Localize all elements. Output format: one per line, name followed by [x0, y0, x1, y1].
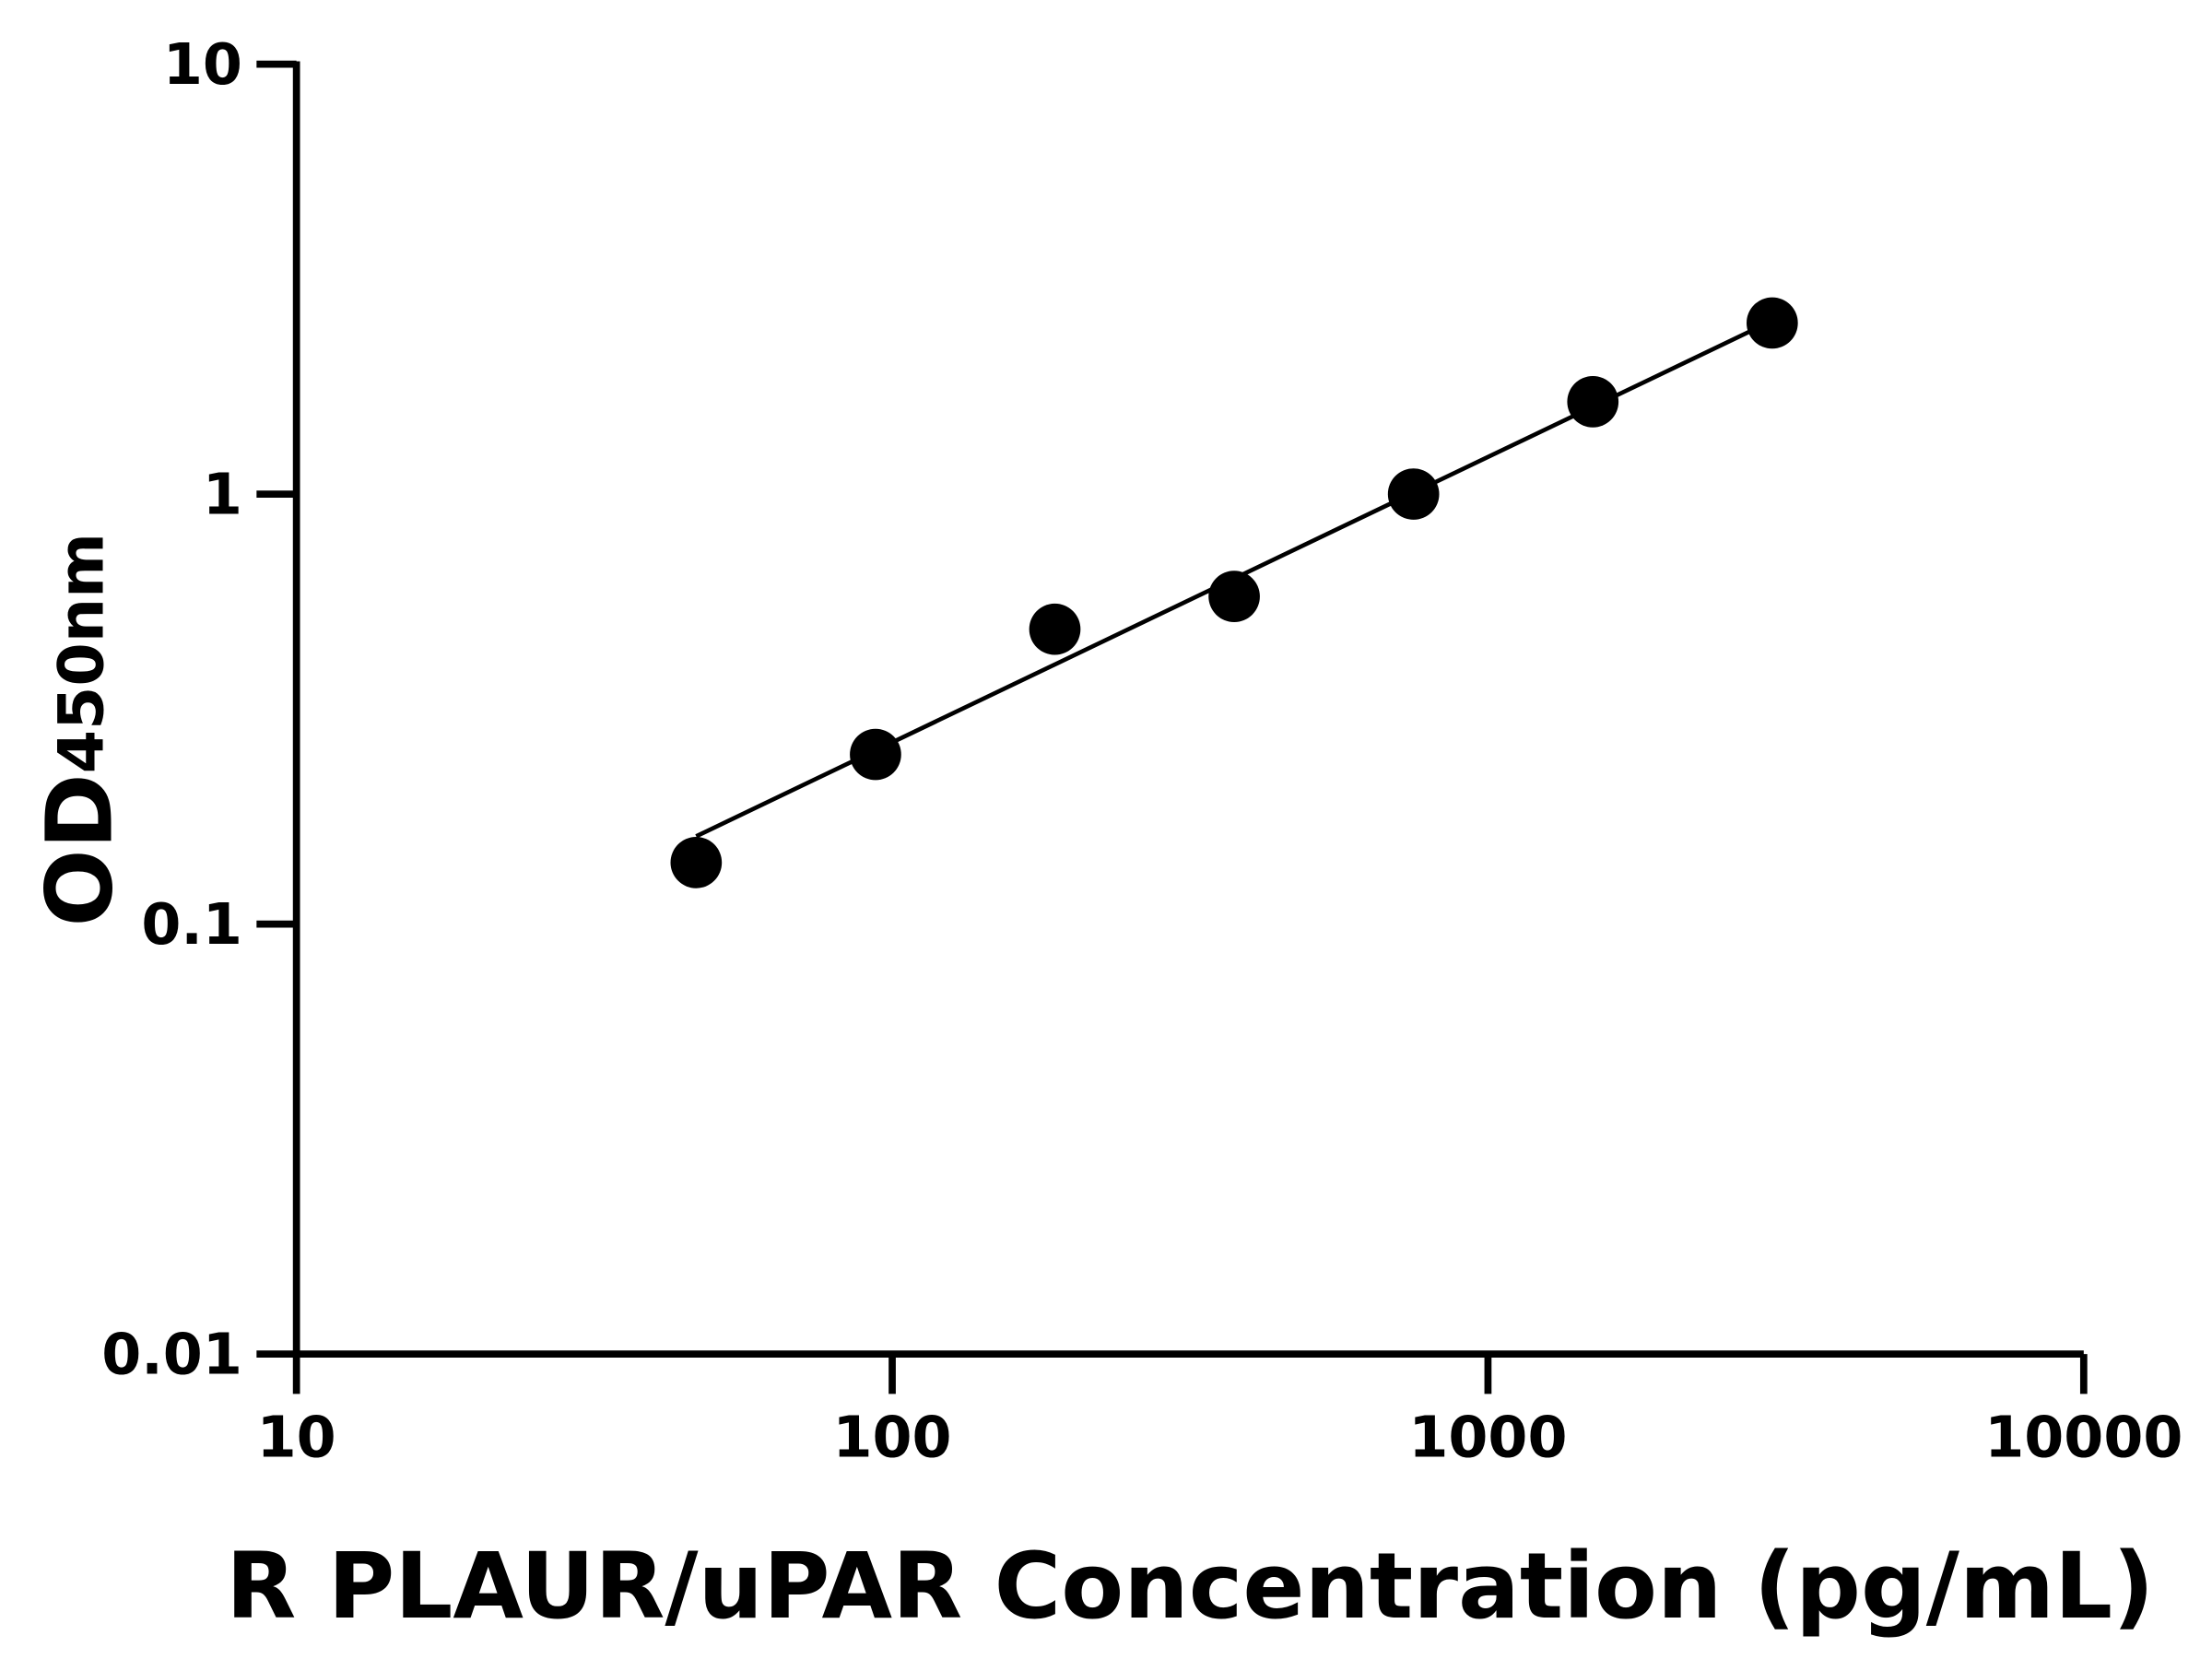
data-point [850, 728, 901, 781]
y-tick-label: 0.1 [141, 891, 242, 958]
y-axis-label-subscript: 450nm [45, 533, 118, 773]
x-tick-label: 10 [257, 1404, 336, 1470]
y-axis-label: OD450nm [28, 533, 134, 927]
data-points [670, 297, 1798, 888]
data-point [1029, 603, 1081, 655]
x-tick-label: 1000 [1408, 1404, 1567, 1470]
axes [292, 61, 2084, 1358]
x-tick-label: 100 [832, 1404, 951, 1470]
data-point [1567, 376, 1619, 428]
x-axis-label: R PLAUR/uPAR Concentration (pg/mL) [226, 1534, 2154, 1640]
y-tick-label: 1 [203, 462, 242, 528]
ticks: 10 100 1000 10000 0.01 0.1 1 10 [101, 31, 2183, 1470]
data-point [1208, 571, 1260, 622]
y-tick-label: 10 [163, 31, 242, 98]
x-tick-label: 10000 [1984, 1404, 2183, 1470]
data-point [670, 837, 723, 888]
y-tick-label: 0.01 [101, 1322, 242, 1388]
data-point [1387, 468, 1440, 520]
data-point [1747, 297, 1798, 349]
y-axis-label-main: OD [28, 773, 134, 926]
